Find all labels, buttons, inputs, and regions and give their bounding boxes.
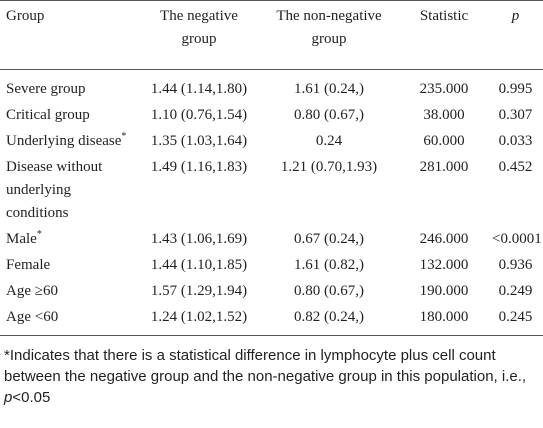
- group-label: Critical group: [6, 107, 90, 123]
- value-cell: 1.61 (0.24,): [294, 81, 364, 97]
- value-cell: 0.936: [498, 257, 533, 273]
- value-cell: 0.249: [498, 283, 533, 299]
- value-cell: 1.35 (1.03,1.64): [150, 133, 248, 149]
- group-cell: Underlying disease*: [0, 129, 140, 155]
- table-row: Male* 1.43 (1.06,1.69) 0.67 (0.24,) 246.000…: [0, 227, 543, 253]
- value-cell: 132.000: [419, 257, 469, 273]
- value-cell: 0.80 (0.67,): [294, 283, 364, 299]
- value-cell: 1.44 (1.10,1.85): [150, 257, 248, 273]
- value-cell: 0.452: [498, 159, 533, 175]
- value-cell: 180.000: [419, 309, 469, 325]
- table-row: Critical group 1.10 (0.76,1.54) 0.80 (0.67…: [0, 103, 543, 129]
- footnote: *Indicates that there is a statistical d…: [0, 336, 543, 408]
- group-cell: Age <60: [0, 305, 140, 336]
- value-cell: 1.10 (0.76,1.54): [150, 107, 248, 123]
- value-cell: 190.000: [419, 283, 469, 299]
- table-row: Female 1.44 (1.10,1.85) 1.61 (0.82,) 132.00…: [0, 253, 543, 279]
- header-row: Group The negative group The non-negative …: [0, 0, 543, 70]
- header-cell: The non-negative group: [276, 8, 382, 47]
- value-cell: 0.24: [315, 133, 343, 149]
- value-cell: 235.000: [419, 81, 469, 97]
- footnote-mark: *: [121, 131, 127, 142]
- group-label: Underlying disease: [6, 133, 122, 149]
- footnote-text: p: [4, 389, 13, 406]
- footnote-mark: *: [36, 229, 42, 240]
- value-cell: 60.000: [423, 133, 465, 149]
- value-cell: 246.000: [419, 231, 469, 247]
- group-label: Female: [6, 257, 51, 273]
- value-cell: 0.307: [498, 107, 533, 123]
- value-cell: 1.44 (1.14,1.80): [150, 81, 248, 97]
- value-cell: 0.82 (0.24,): [294, 309, 364, 325]
- table-row: Underlying disease* 1.35 (1.03,1.64) 0.24 6…: [0, 129, 543, 155]
- group-cell: Critical group: [0, 103, 140, 129]
- value-cell: 1.43 (1.06,1.69): [150, 231, 248, 247]
- footnote-text: <0.05: [12, 389, 51, 406]
- value-cell: 0.67 (0.24,): [294, 231, 364, 247]
- value-cell: 1.61 (0.82,): [294, 257, 364, 273]
- group-label: Disease without underlying conditions: [6, 159, 103, 221]
- value-cell: 0.995: [498, 81, 533, 97]
- group-label: Severe group: [6, 81, 86, 97]
- table-row: Disease without underlying conditions 1.4…: [0, 155, 543, 227]
- group-cell: Female: [0, 253, 140, 279]
- footnote-text: *Indicates that there is a statistical d…: [4, 347, 527, 385]
- value-cell: 1.57 (1.29,1.94): [150, 283, 248, 299]
- table-row: Severe group 1.44 (1.14,1.80) 1.61 (0.24,)…: [0, 70, 543, 104]
- value-cell: 0.033: [498, 133, 533, 149]
- value-cell: 1.24 (1.02,1.52): [150, 309, 248, 325]
- header-cell: Statistic: [419, 8, 469, 24]
- value-cell: <0.0001: [492, 231, 542, 247]
- group-label: Age ≥60: [6, 283, 58, 299]
- table-row: Age <60 1.24 (1.02,1.52) 0.82 (0.24,) 180.0…: [0, 305, 543, 336]
- group-cell: Severe group: [0, 70, 140, 104]
- value-cell: 1.21 (0.70,1.93): [280, 159, 378, 175]
- group-cell: Age ≥60: [0, 279, 140, 305]
- group-cell: Disease without underlying conditions: [0, 155, 140, 227]
- table-row: Age ≥60 1.57 (1.29,1.94) 0.80 (0.67,) 190.0…: [0, 279, 543, 305]
- value-cell: 38.000: [423, 107, 465, 123]
- header-cell: p: [511, 8, 520, 24]
- value-cell: 281.000: [419, 159, 469, 175]
- value-cell: 0.245: [498, 309, 533, 325]
- value-cell: 1.49 (1.16,1.83): [150, 159, 248, 175]
- value-cell: 0.80 (0.67,): [294, 107, 364, 123]
- group-cell: Male*: [0, 227, 140, 253]
- table-body: Severe group 1.44 (1.14,1.80) 1.61 (0.24,)…: [0, 70, 543, 336]
- group-label: Male: [6, 231, 37, 247]
- header-cell: Group: [6, 8, 45, 24]
- header-cell: The negative group: [160, 8, 238, 47]
- data-table: Group The negative group The non-negative …: [0, 0, 543, 336]
- group-label: Age <60: [6, 309, 59, 325]
